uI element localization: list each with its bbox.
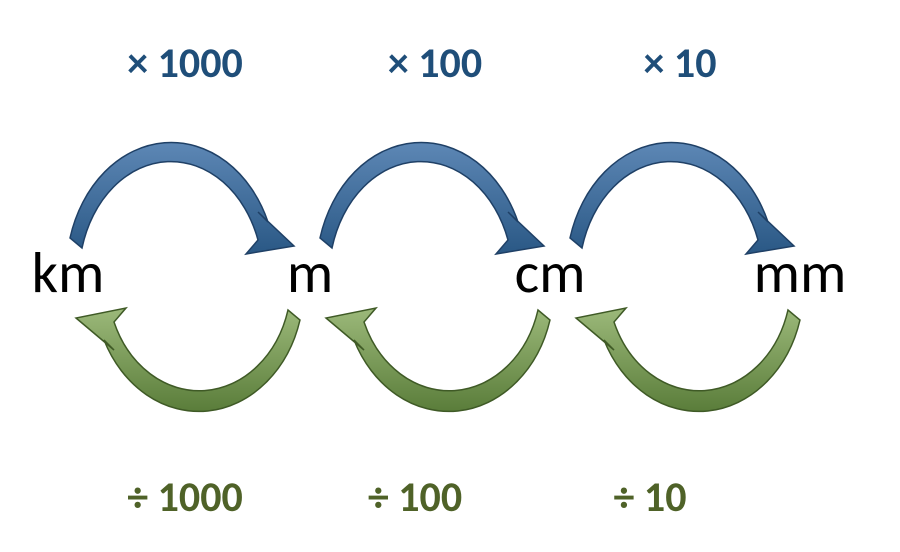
divide-label-1000: ÷ 1000 bbox=[100, 472, 270, 523]
metric-conversion-diagram: × 1000 × 100 × 10 km m bbox=[0, 0, 900, 552]
divide-label-100: ÷ 100 bbox=[340, 472, 490, 523]
arrow-bottom-mm-cm bbox=[0, 0, 900, 552]
divide-label-10: ÷ 10 bbox=[590, 472, 710, 523]
